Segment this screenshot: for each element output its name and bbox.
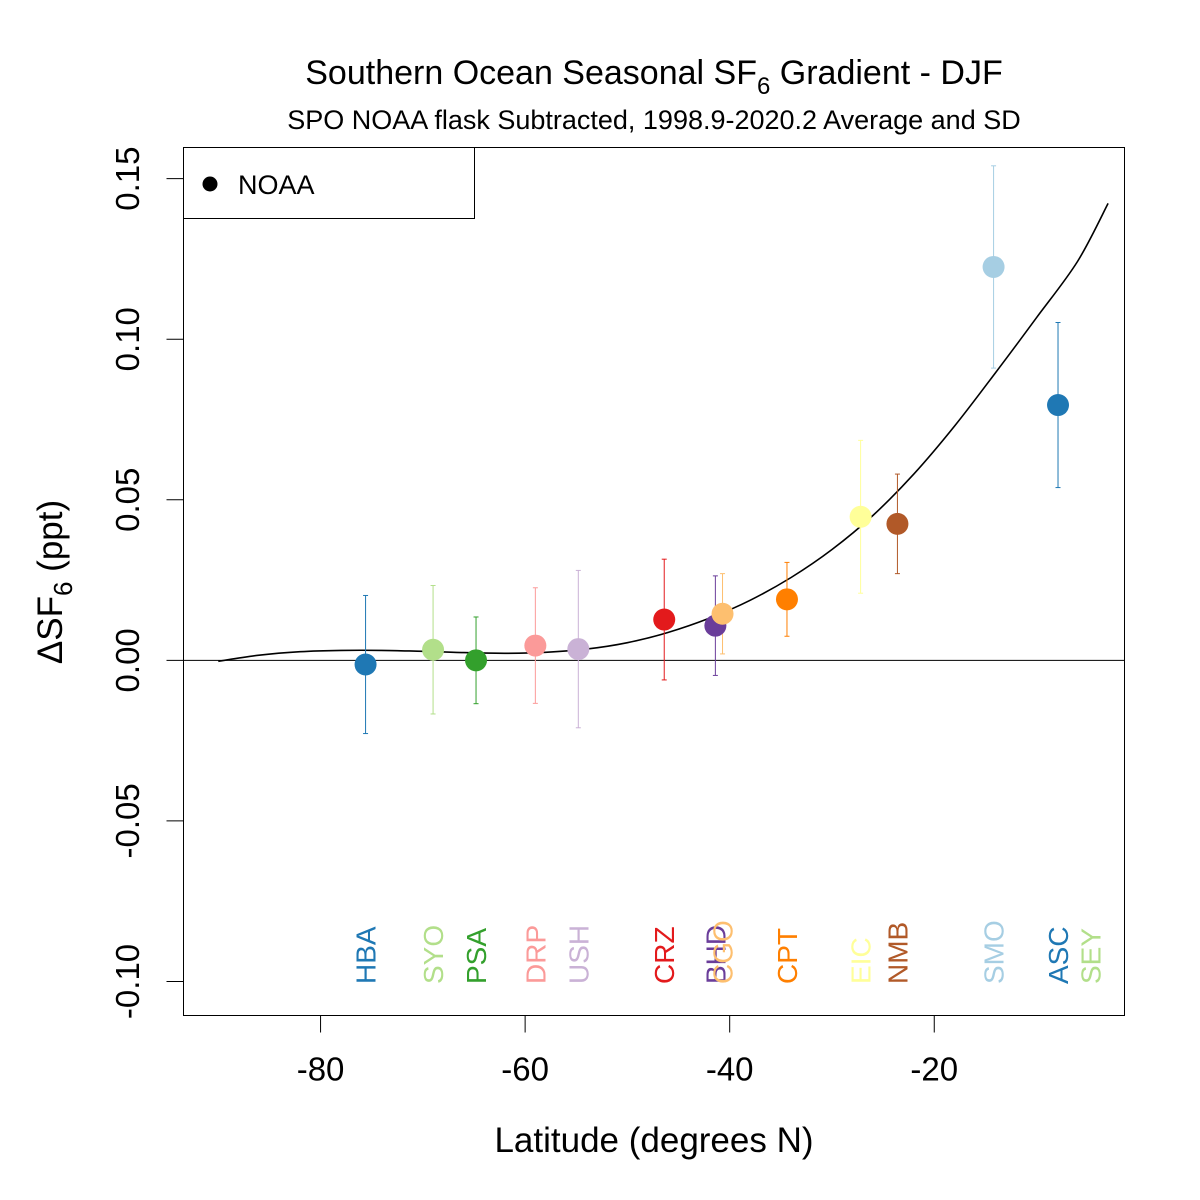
station-label-asc: ASC (1043, 926, 1074, 984)
y-tick-label: 0.15 (109, 147, 146, 211)
station-label-smo: SMO (979, 920, 1010, 984)
point-psa (465, 649, 488, 672)
y-tick-label: 0.05 (109, 468, 146, 532)
x-tick-label: -80 (297, 1051, 345, 1088)
legend-label: NOAA (238, 170, 315, 200)
legend-marker (202, 176, 218, 192)
station-label-syo: SYO (418, 925, 449, 984)
x-axis-label: Latitude (degrees N) (494, 1121, 813, 1160)
station-label-crz: CRZ (649, 926, 680, 984)
point-hba (354, 653, 377, 676)
point-asc (1047, 394, 1070, 417)
point-cpt (775, 588, 798, 611)
plot-frame (183, 147, 1125, 1016)
station-label-cgo: CGO (708, 920, 739, 984)
station-label-eic: EIC (846, 937, 877, 984)
y-tick-label: 0.00 (109, 628, 146, 692)
point-drp (524, 634, 547, 657)
point-eic (849, 505, 872, 528)
point-cgo (711, 602, 734, 625)
point-ush (567, 638, 590, 661)
legend-box (183, 147, 475, 219)
point-crz (653, 608, 676, 631)
data-points (354, 255, 1070, 676)
station-label-ush: USH (563, 925, 594, 984)
y-tick-label: -0.05 (109, 783, 146, 858)
y-tick-label: 0.10 (109, 307, 146, 371)
chart-title: Southern Ocean Seasonal SF6 Gradient - D… (305, 54, 1002, 100)
x-tick-label: -60 (501, 1051, 549, 1088)
station-label-hba: HBA (351, 926, 382, 984)
legend: NOAA (183, 147, 475, 219)
point-nmb (886, 512, 909, 535)
station-label-nmb: NMB (882, 922, 913, 984)
point-syo (422, 638, 445, 661)
error-bars (363, 165, 1061, 735)
station-label-psa: PSA (461, 928, 492, 984)
x-tick-label: -20 (910, 1051, 958, 1088)
station-label-bhd: BHD (700, 925, 731, 984)
chart-subtitle: SPO NOAA flask Subtracted, 1998.9-2020.2… (287, 105, 1020, 135)
fit-curve (218, 203, 1109, 663)
y-axis-label: ΔSF6 (ppt) (31, 500, 78, 664)
point-smo (982, 255, 1005, 278)
station-label-drp: DRP (520, 925, 551, 984)
x-tick-label: -40 (706, 1051, 754, 1088)
station-label-sey: SEY (1076, 928, 1107, 984)
station-label-cpt: CPT (772, 928, 803, 984)
y-axis: -0.10 -0.05 0.00 0.05 0.10 0.15 (109, 147, 184, 1019)
y-tick-label: -0.10 (109, 944, 146, 1019)
x-axis: -80 -60 -40 -20 (297, 1015, 958, 1088)
